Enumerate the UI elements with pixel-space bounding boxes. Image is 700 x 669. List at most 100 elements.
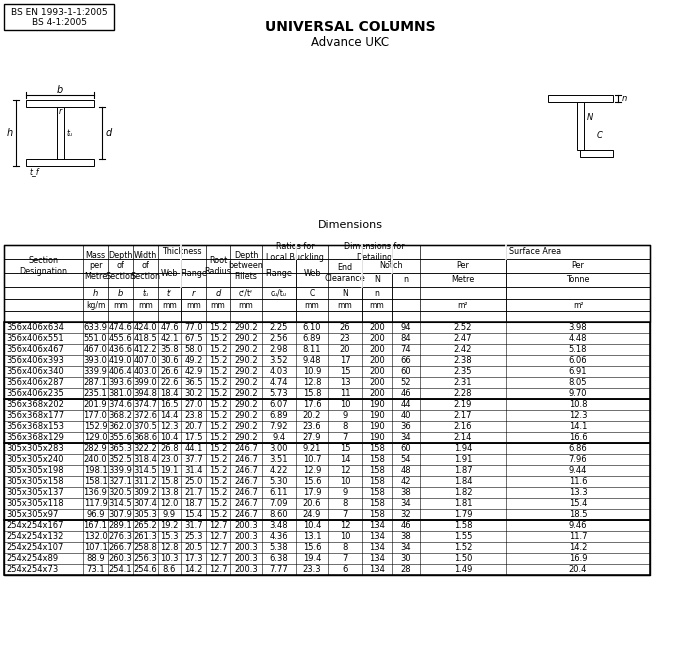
Text: N: N [342, 288, 348, 298]
Text: 246.7: 246.7 [234, 499, 258, 508]
Text: b: b [118, 288, 123, 298]
Text: n: n [374, 288, 379, 298]
Text: 254x254x167: 254x254x167 [6, 521, 64, 530]
Text: 4.03: 4.03 [270, 367, 288, 376]
Text: 200: 200 [369, 389, 385, 398]
Text: 8.05: 8.05 [568, 378, 587, 387]
Text: 9.4: 9.4 [272, 433, 286, 442]
Text: 15.2: 15.2 [209, 444, 228, 453]
Text: 6.07: 6.07 [270, 400, 288, 409]
Text: 5.73: 5.73 [270, 389, 288, 398]
Text: 34: 34 [400, 543, 412, 552]
Text: 9.44: 9.44 [569, 466, 587, 475]
Text: 14.1: 14.1 [569, 422, 587, 431]
Text: 200.3: 200.3 [234, 532, 258, 541]
Text: 10.4: 10.4 [160, 433, 178, 442]
Text: 158: 158 [369, 510, 385, 519]
Text: 60: 60 [400, 367, 412, 376]
Text: 309.2: 309.2 [134, 488, 158, 497]
Text: 46: 46 [400, 521, 412, 530]
Text: Advance UKC: Advance UKC [311, 36, 389, 49]
Text: 13: 13 [340, 378, 350, 387]
Text: 290.2: 290.2 [234, 433, 258, 442]
Text: 47.6: 47.6 [160, 323, 178, 332]
Text: 15.2: 15.2 [209, 455, 228, 464]
Text: 15.2: 15.2 [209, 400, 228, 409]
Text: 22.6: 22.6 [160, 378, 178, 387]
Text: 20.4: 20.4 [569, 565, 587, 574]
Text: 15.2: 15.2 [209, 345, 228, 354]
Text: 393.6: 393.6 [108, 378, 132, 387]
Text: 200: 200 [369, 367, 385, 376]
Text: 42: 42 [400, 477, 412, 486]
Text: 254.1: 254.1 [108, 565, 132, 574]
Text: 15.2: 15.2 [209, 433, 228, 442]
Text: 246.7: 246.7 [234, 477, 258, 486]
Text: tᵤ: tᵤ [142, 288, 148, 298]
Text: 6.10: 6.10 [302, 323, 321, 332]
Text: 38: 38 [400, 532, 412, 541]
Text: 6.06: 6.06 [568, 356, 587, 365]
Text: 40: 40 [400, 411, 412, 420]
Text: 25.3: 25.3 [184, 532, 203, 541]
Text: 26.6: 26.6 [160, 367, 178, 376]
Text: n: n [403, 276, 409, 284]
Text: 21.7: 21.7 [184, 488, 203, 497]
Text: 1.94: 1.94 [454, 444, 473, 453]
Text: End
Clearance: End Clearance [325, 264, 365, 283]
Bar [577, 102, 584, 150]
Text: 117.9: 117.9 [83, 499, 107, 508]
Text: 9: 9 [342, 411, 348, 420]
Text: 290.2: 290.2 [234, 411, 258, 420]
Text: kg/m: kg/m [86, 300, 105, 310]
Text: 327.1: 327.1 [108, 477, 132, 486]
Text: 368.2: 368.2 [108, 411, 132, 420]
Text: 474.6: 474.6 [108, 323, 132, 332]
Text: 158: 158 [369, 499, 385, 508]
Text: 20.5: 20.5 [184, 543, 203, 552]
Text: 27.9: 27.9 [302, 433, 321, 442]
Text: 12.7: 12.7 [209, 543, 228, 552]
Text: 235.1: 235.1 [83, 389, 107, 398]
Text: Flange: Flange [180, 268, 207, 278]
Text: 31.4: 31.4 [184, 466, 203, 475]
Text: 1.49: 1.49 [454, 565, 473, 574]
Text: 17.3: 17.3 [184, 554, 203, 563]
Text: 1.79: 1.79 [454, 510, 473, 519]
Text: 94: 94 [400, 323, 412, 332]
Text: 17.5: 17.5 [184, 433, 203, 442]
Text: Notch: Notch [379, 262, 402, 270]
Text: 58.0: 58.0 [184, 345, 203, 354]
Text: 177.0: 177.0 [83, 411, 107, 420]
Text: h: h [93, 288, 98, 298]
Text: mm: mm [186, 300, 201, 310]
Text: 200: 200 [369, 334, 385, 343]
Text: 7.09: 7.09 [270, 499, 288, 508]
Text: n: n [622, 94, 627, 103]
Text: 305x305x118: 305x305x118 [6, 499, 64, 508]
Text: 74: 74 [400, 345, 412, 354]
Text: 15.2: 15.2 [209, 466, 228, 475]
Text: 15.8: 15.8 [302, 389, 321, 398]
Text: 305x305x240: 305x305x240 [6, 455, 64, 464]
Text: 18.7: 18.7 [184, 499, 203, 508]
Text: 8.6: 8.6 [163, 565, 176, 574]
Text: 1.82: 1.82 [454, 488, 473, 497]
Text: 305.3: 305.3 [134, 510, 158, 519]
Text: 3.51: 3.51 [270, 455, 288, 464]
Text: 48: 48 [400, 466, 412, 475]
Text: 20.6: 20.6 [302, 499, 321, 508]
Text: 7.92: 7.92 [270, 422, 288, 431]
Text: 17: 17 [340, 356, 350, 365]
Text: 254.6: 254.6 [134, 565, 158, 574]
Text: 15.6: 15.6 [302, 543, 321, 552]
Text: 311.2: 311.2 [134, 477, 158, 486]
Text: 10.4: 10.4 [303, 521, 321, 530]
Text: Flange: Flange [265, 268, 293, 278]
Text: 9: 9 [342, 488, 348, 497]
Text: 9.21: 9.21 [303, 444, 321, 453]
Bar [4, 322, 650, 399]
Text: 399.0: 399.0 [134, 378, 158, 387]
Text: 8.60: 8.60 [270, 510, 288, 519]
Text: d: d [106, 128, 112, 138]
